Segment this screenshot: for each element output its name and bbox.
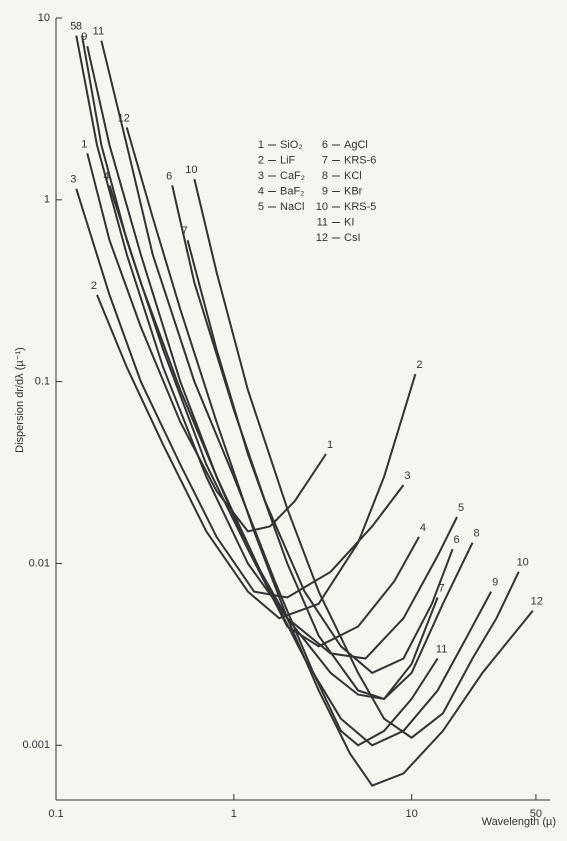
curve-label: 6 xyxy=(454,534,460,546)
curve-label: 9 xyxy=(492,577,498,589)
legend-number: 7 xyxy=(322,154,328,166)
curve-label: 10 xyxy=(185,164,197,176)
curve-label: 7 xyxy=(439,582,445,594)
x-tick-label: 50 xyxy=(530,808,542,820)
x-tick-label: 10 xyxy=(406,808,418,820)
curve-label: 2 xyxy=(91,280,97,292)
legend-number: 10 xyxy=(316,201,328,213)
legend-name: BaF₂ xyxy=(280,185,304,197)
curve-label: 8 xyxy=(473,528,479,540)
legend-name: KI xyxy=(344,216,354,228)
legend-number: 5 xyxy=(258,201,264,213)
legend-number: 6 xyxy=(322,139,328,151)
curve xyxy=(96,294,417,620)
curve-label: 12 xyxy=(531,596,543,608)
legend-number: 3 xyxy=(258,170,264,182)
curve-label: 6 xyxy=(166,170,172,182)
y-tick-label: 0.1 xyxy=(35,376,50,388)
curve-label: 12 xyxy=(118,112,130,124)
legend-number: 8 xyxy=(322,170,328,182)
x-tick-label: 1 xyxy=(231,808,237,820)
curve-label: 11 xyxy=(93,26,104,38)
curve-label: 8 xyxy=(76,21,82,33)
curve xyxy=(193,178,520,739)
curve-label: 4 xyxy=(420,522,426,534)
y-tick-label: 0.001 xyxy=(22,739,50,751)
curve-label: 2 xyxy=(416,359,422,371)
legend-number: 12 xyxy=(316,232,328,244)
legend-number: 4 xyxy=(258,185,264,197)
curve xyxy=(100,40,439,747)
legend-name: LiF xyxy=(280,154,296,166)
x-axis-label: Wavelength (µ) xyxy=(482,816,556,828)
curve xyxy=(171,185,454,675)
curve xyxy=(75,35,458,660)
curve-label: 1 xyxy=(81,138,87,150)
y-axis-label: Dispersion dr/dλ (µ⁻¹) xyxy=(14,347,26,453)
legend-name: AgCl xyxy=(344,139,368,151)
legend-name: KBr xyxy=(344,185,363,197)
legend-number: 2 xyxy=(258,154,264,166)
curve-label: 7 xyxy=(182,225,188,237)
curve-label: 1 xyxy=(327,439,333,451)
x-tick-label: 0.1 xyxy=(48,808,63,820)
legend-name: CsI xyxy=(344,232,361,244)
legend-number: 1 xyxy=(258,139,264,151)
legend-name: KRS-6 xyxy=(344,154,376,166)
curve-label: 10 xyxy=(517,557,529,569)
legend-name: KCl xyxy=(344,170,362,182)
legend-name: CaF₂ xyxy=(280,170,305,182)
curve-label: 9 xyxy=(81,31,87,43)
curve xyxy=(125,127,534,787)
y-tick-label: 10 xyxy=(38,12,50,24)
curve-label: 5 xyxy=(458,502,464,514)
curve-label: 5 xyxy=(70,21,76,33)
curve-label: 3 xyxy=(404,470,410,482)
curve xyxy=(186,239,439,701)
y-tick-label: 0.01 xyxy=(29,557,50,569)
curve xyxy=(75,188,405,599)
legend-name: NaCl xyxy=(280,201,304,213)
legend-number: 11 xyxy=(317,216,328,228)
curve xyxy=(86,153,327,533)
y-tick-label: 1 xyxy=(44,194,50,206)
curve-label: 3 xyxy=(70,174,76,186)
legend-name: SiO₂ xyxy=(280,139,303,151)
curve-label: 11 xyxy=(436,643,447,655)
legend-name: KRS-5 xyxy=(344,201,376,213)
legend-number: 9 xyxy=(322,185,328,197)
